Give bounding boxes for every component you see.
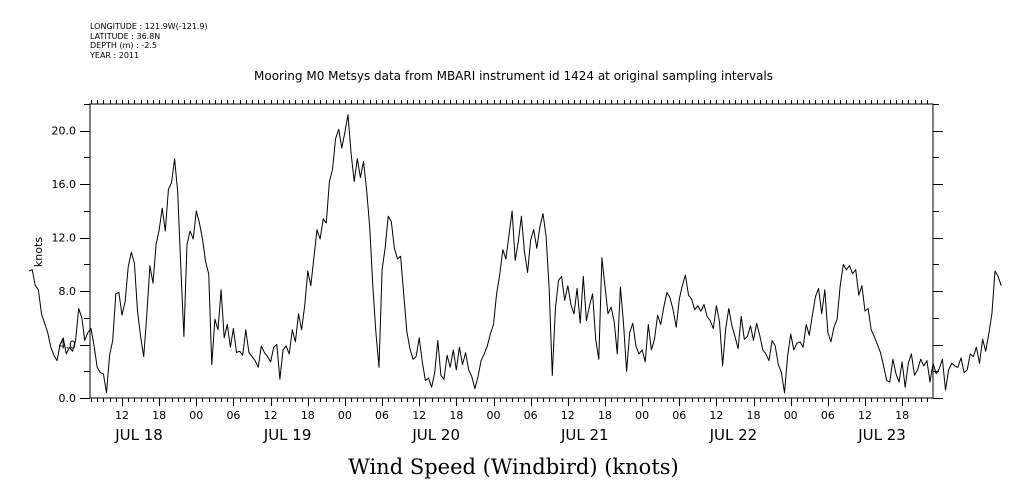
year-text: YEAR : 2011 [90,50,140,60]
x-tick-label: 12 [412,409,426,422]
x-tick-label: 06 [821,409,835,422]
x-tick-label: 06 [226,409,240,422]
depth-text: DEPTH (m) : -2.5 [90,41,157,50]
x-tick-label: 00 [487,409,501,422]
x-date-label: JUL 20 [411,426,460,444]
x-tick-label: 12 [115,409,129,422]
y-tick-label: 12.0 [52,232,77,245]
axes: 0.0 4.0 8.0 12.0 16.0 20.0 12 18 00 06 12 18 00 06 12 1… [52,100,943,444]
x-tick-label: 18 [598,409,612,422]
chart-title: Mooring M0 Metsys data from MBARI instru… [254,69,773,83]
x-date-label: JUL 21 [560,426,609,444]
latitude-text: LATITUDE : 36.8N [90,31,161,41]
x-tick-label: 18 [301,409,315,422]
x-date-label: JUL 23 [857,426,906,444]
y-tick-label: 0.0 [59,392,77,405]
x-tick-label: 18 [895,409,909,422]
y-tick-label: 16.0 [52,178,77,191]
x-tick-label: 00 [784,409,798,422]
x-tick-label: 00 [189,409,203,422]
y-tick-label: 20.0 [52,125,77,138]
x-date-label: JUL 19 [263,426,312,444]
x-tick-label: 18 [152,409,166,422]
x-tick-label: 12 [709,409,723,422]
x-tick-label: 12 [561,409,575,422]
x-tick-label: 00 [635,409,649,422]
location-metadata: LONGITUDE : 121.9W(-121.9) LATITUDE : 36… [90,22,208,60]
x-tick-label: 06 [524,409,538,422]
x-tick-label: 06 [672,409,686,422]
longitude-text: LONGITUDE : 121.9W(-121.9) [90,22,208,31]
x-tick-label: 18 [747,409,761,422]
x-tick-label: 06 [375,409,389,422]
x-date-label: JUL 22 [709,426,758,444]
chart-caption: Wind Speed (Windbird) (knots) [348,455,679,479]
plot-frame [89,103,934,399]
x-tick-label: 12 [264,409,278,422]
y-axis-label: knots [32,237,45,267]
y-tick-label: 8.0 [59,285,77,298]
data-layer [28,114,1002,394]
x-tick-label: 00 [338,409,352,422]
x-date-label: JUL 18 [114,426,163,444]
x-tick-label: 18 [449,409,463,422]
y-tick-label: 4.0 [59,339,77,352]
x-tick-label: 12 [858,409,872,422]
wind-speed-series-line [28,114,1002,394]
